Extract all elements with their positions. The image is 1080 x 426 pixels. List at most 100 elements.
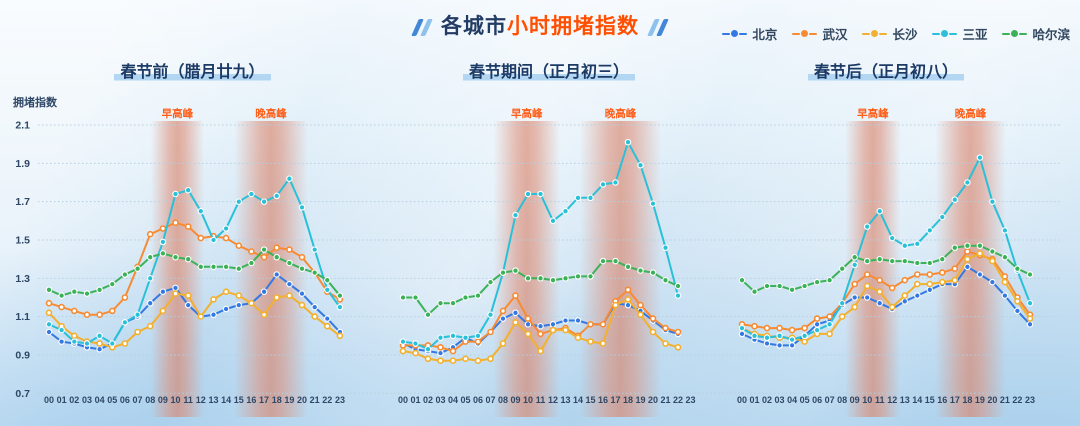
data-point-sanya[interactable] (146, 275, 154, 282)
data-point-changsha[interactable] (524, 330, 532, 338)
data-point-sanya[interactable] (751, 332, 758, 340)
data-point-changsha[interactable] (235, 292, 243, 299)
data-point-changsha[interactable] (851, 303, 859, 311)
data-point-changsha[interactable] (1026, 315, 1034, 322)
data-point-haerbin[interactable] (311, 269, 318, 276)
data-point-wuhan[interactable] (184, 223, 192, 230)
data-point-sanya[interactable] (851, 261, 858, 269)
data-point-changsha[interactable] (951, 276, 959, 284)
data-point-changsha[interactable] (336, 332, 344, 340)
data-point-sanya[interactable] (612, 179, 619, 186)
data-point-beijing[interactable] (437, 349, 444, 357)
data-point-haerbin[interactable] (788, 286, 796, 294)
data-point-sanya[interactable] (197, 207, 205, 215)
data-point-changsha[interactable] (323, 322, 331, 330)
data-point-changsha[interactable] (159, 307, 167, 315)
data-point-wuhan[interactable] (109, 307, 116, 315)
data-point-wuhan[interactable] (286, 246, 293, 253)
data-point-haerbin[interactable] (776, 282, 783, 290)
data-point-haerbin[interactable] (437, 299, 444, 307)
data-point-sanya[interactable] (462, 334, 469, 341)
data-point-wuhan[interactable] (951, 265, 959, 273)
data-point-haerbin[interactable] (801, 282, 808, 290)
data-point-sanya[interactable] (826, 321, 833, 328)
data-point-sanya[interactable] (813, 326, 821, 334)
data-point-sanya[interactable] (989, 198, 996, 205)
data-point-wuhan[interactable] (537, 330, 544, 338)
data-point-haerbin[interactable] (876, 255, 883, 263)
data-point-haerbin[interactable] (210, 263, 217, 271)
data-point-changsha[interactable] (637, 311, 644, 319)
data-point-beijing[interactable] (776, 342, 783, 349)
data-point-changsha[interactable] (437, 357, 444, 365)
data-point-haerbin[interactable] (599, 257, 607, 265)
data-point-wuhan[interactable] (674, 328, 682, 336)
data-point-haerbin[interactable] (549, 276, 557, 284)
data-point-haerbin[interactable] (662, 276, 669, 284)
data-point-wuhan[interactable] (776, 324, 783, 332)
data-point-sanya[interactable] (235, 198, 243, 205)
data-point-wuhan[interactable] (926, 271, 934, 278)
data-point-sanya[interactable] (649, 200, 657, 207)
data-point-sanya[interactable] (951, 196, 959, 203)
data-point-haerbin[interactable] (1026, 271, 1034, 278)
data-point-sanya[interactable] (424, 345, 432, 353)
data-point-haerbin[interactable] (273, 253, 280, 261)
data-point-changsha[interactable] (197, 313, 205, 320)
data-point-beijing[interactable] (901, 298, 909, 305)
data-point-wuhan[interactable] (449, 347, 457, 355)
data-point-haerbin[interactable] (1001, 253, 1009, 261)
data-point-haerbin[interactable] (298, 265, 306, 272)
data-point-sanya[interactable] (788, 336, 796, 343)
data-point-sanya[interactable] (83, 340, 91, 347)
data-point-wuhan[interactable] (964, 248, 971, 255)
data-point-haerbin[interactable] (96, 286, 103, 294)
data-point-changsha[interactable] (801, 338, 808, 345)
data-point-sanya[interactable] (298, 204, 306, 211)
data-point-changsha[interactable] (260, 311, 268, 319)
data-point-changsha[interactable] (1014, 297, 1021, 305)
data-point-beijing[interactable] (876, 299, 883, 307)
data-point-wuhan[interactable] (273, 244, 281, 251)
data-point-haerbin[interactable] (989, 248, 996, 255)
data-point-sanya[interactable] (512, 211, 519, 219)
data-point-haerbin[interactable] (172, 253, 179, 261)
data-point-sanya[interactable] (926, 227, 934, 234)
data-point-sanya[interactable] (524, 190, 532, 198)
data-point-changsha[interactable] (172, 290, 179, 297)
data-point-beijing[interactable] (146, 299, 154, 307)
data-point-haerbin[interactable] (612, 257, 619, 265)
data-point-beijing[interactable] (286, 280, 293, 288)
data-point-wuhan[interactable] (913, 271, 921, 278)
data-point-sanya[interactable] (876, 207, 883, 215)
data-point-changsha[interactable] (399, 347, 407, 355)
data-point-beijing[interactable] (989, 278, 996, 286)
data-point-wuhan[interactable] (851, 280, 859, 288)
data-point-changsha[interactable] (298, 301, 306, 309)
data-point-sanya[interactable] (574, 194, 582, 202)
data-point-sanya[interactable] (109, 340, 116, 347)
data-point-changsha[interactable] (989, 257, 996, 265)
data-point-haerbin[interactable] (888, 257, 896, 265)
data-point-changsha[interactable] (674, 343, 682, 351)
data-point-beijing[interactable] (324, 315, 331, 322)
data-point-haerbin[interactable] (222, 263, 230, 271)
data-point-haerbin[interactable] (851, 253, 858, 261)
data-point-beijing[interactable] (914, 292, 921, 299)
data-point-haerbin[interactable] (121, 271, 129, 278)
data-point-changsha[interactable] (121, 340, 129, 347)
data-point-sanya[interactable] (964, 179, 971, 186)
data-point-sanya[interactable] (976, 154, 984, 161)
data-point-wuhan[interactable] (599, 320, 607, 328)
data-point-haerbin[interactable] (914, 259, 921, 267)
data-point-wuhan[interactable] (763, 324, 771, 332)
data-point-beijing[interactable] (863, 294, 871, 301)
data-point-beijing[interactable] (45, 328, 53, 336)
data-point-changsha[interactable] (45, 309, 53, 317)
data-point-wuhan[interactable] (512, 292, 519, 299)
data-point-haerbin[interactable] (901, 257, 909, 265)
data-point-haerbin[interactable] (813, 278, 821, 286)
data-point-changsha[interactable] (549, 326, 557, 334)
data-point-haerbin[interactable] (574, 273, 582, 280)
data-point-wuhan[interactable] (197, 234, 205, 242)
